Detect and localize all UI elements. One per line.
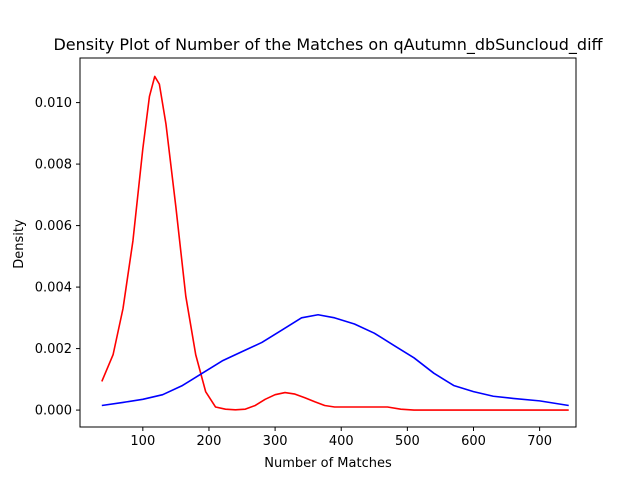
y-tick-label: 0.010 <box>35 96 72 111</box>
x-tick-label: 500 <box>395 434 420 449</box>
x-axis-label: Number of Matches <box>264 456 392 471</box>
x-tick-label: 700 <box>527 434 552 449</box>
x-tick-label: 100 <box>130 434 155 449</box>
axes-frame <box>79 57 577 428</box>
density-line-1 <box>101 75 569 411</box>
y-tick-label: 0.002 <box>35 342 72 357</box>
chart-title: Density Plot of Number of the Matches on… <box>53 35 603 55</box>
x-tick-label: 400 <box>329 434 354 449</box>
x-tick-label: 600 <box>461 434 486 449</box>
y-axis-label: Density <box>12 219 27 269</box>
y-axis-ticks: 0.000 0.002 0.004 0.006 0.008 0.010 <box>35 96 80 419</box>
y-tick-label: 0.000 <box>35 404 72 419</box>
series-layer <box>101 75 569 411</box>
x-tick-label: 300 <box>263 434 288 449</box>
x-tick-label: 200 <box>197 434 222 449</box>
y-tick-label: 0.008 <box>35 158 72 173</box>
density-line-2 <box>101 313 569 407</box>
y-tick-label: 0.004 <box>35 281 72 296</box>
y-tick-label: 0.006 <box>35 219 72 234</box>
x-axis-ticks: 100 200 300 400 500 600 700 <box>130 427 552 449</box>
